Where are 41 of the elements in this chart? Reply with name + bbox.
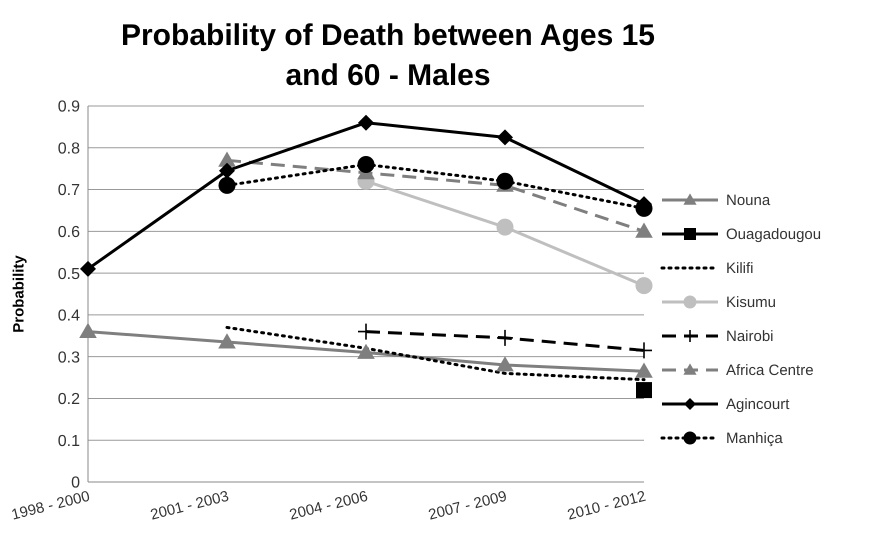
point: [496, 356, 514, 372]
legend-label: Kilifi: [726, 260, 754, 276]
point: [496, 329, 514, 347]
y-tick-label: 0.7: [58, 182, 80, 200]
x-tick-label: 2001 - 2003: [148, 488, 231, 524]
point: [79, 322, 97, 338]
point: [218, 176, 236, 194]
y-axis-title: Probability: [10, 254, 28, 333]
point: [635, 362, 653, 378]
x-tick-label: 2004 - 2006: [288, 488, 370, 524]
point: [497, 129, 513, 146]
point: [635, 342, 653, 360]
y-tick-label: 0.2: [58, 391, 80, 408]
y-tick-label: 0.1: [58, 432, 80, 450]
y-tick-label: 0.4: [58, 308, 80, 325]
point: [219, 162, 235, 179]
point: [358, 156, 374, 173]
point: [218, 333, 236, 348]
legend-label: Nouna: [726, 192, 770, 208]
point: [357, 344, 375, 359]
legend-label: Kisumu: [726, 294, 776, 310]
legend-label: Agincourt: [726, 396, 790, 412]
y-tick-label: 0.9: [58, 98, 80, 116]
point: [80, 260, 96, 277]
point: [636, 382, 652, 398]
y-tick-label: 0.6: [58, 224, 80, 242]
y-tick-label: 0.5: [58, 266, 80, 283]
legend-label: Manhiça: [726, 430, 783, 446]
legend-label: Nairobi: [726, 328, 774, 344]
x-tick-label: 2010 - 2012: [566, 488, 648, 524]
y-tick-label: 0.8: [58, 140, 80, 158]
point: [496, 172, 514, 190]
point: [635, 222, 653, 238]
y-tick-label: 0.3: [58, 349, 80, 366]
legend-label: Africa Centre: [726, 362, 814, 378]
chart-title: Probability of Death between Ages 15 and 60 - Males: [120, 19, 655, 92]
point: [636, 277, 652, 294]
legend-label: Ouagadougou: [726, 226, 822, 242]
point: [358, 114, 374, 131]
point: [496, 218, 514, 236]
x-tick-label: 2007 - 2009: [426, 488, 509, 524]
